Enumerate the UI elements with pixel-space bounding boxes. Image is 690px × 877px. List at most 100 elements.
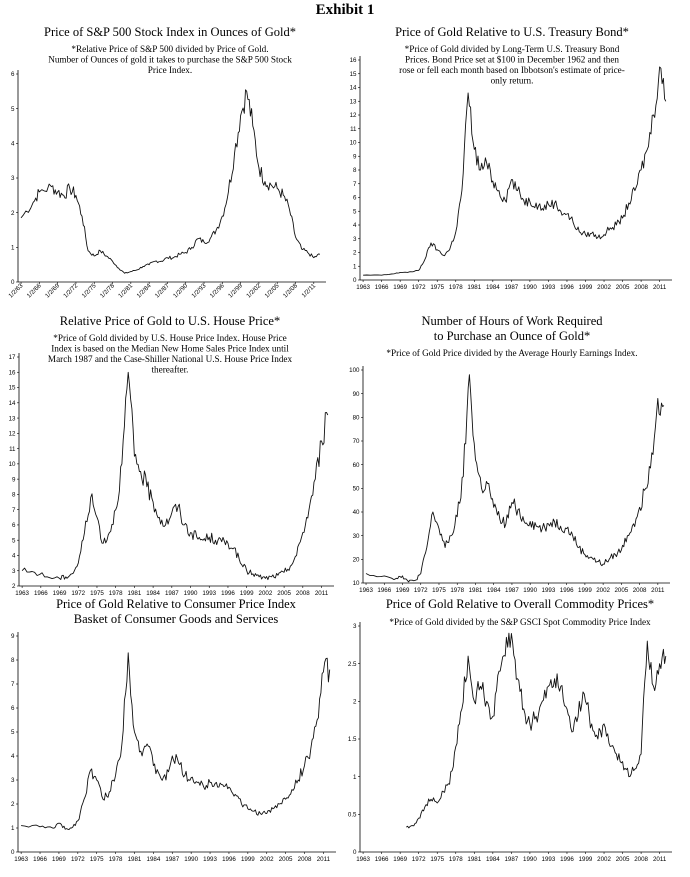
y-tick-label: 1 (11, 825, 15, 832)
y-tick-label: 6 (11, 71, 15, 78)
x-tick-label: 1981 (128, 856, 142, 863)
x-tick-label: 1969 (396, 587, 410, 594)
x-tick-label: 1972 (71, 590, 85, 597)
y-tick-label: 3 (11, 175, 15, 182)
y-tick-label: 2 (11, 210, 15, 217)
x-tick-label: 1987 (504, 284, 518, 291)
y-tick-label: 3 (11, 777, 15, 784)
chart-title: Price of Gold Relative to Overall Commod… (386, 597, 654, 611)
x-tick-label: 2011 (653, 856, 667, 863)
x-tick-label: 1/2/78 (99, 282, 117, 300)
y-tick-label: 2 (12, 583, 16, 590)
x-tick-label: 1984 (146, 590, 160, 597)
x-tick-label: 1972 (412, 284, 426, 291)
y-tick-label: 4 (11, 753, 15, 760)
y-tick-label: 5 (11, 106, 15, 113)
chart-subtitle: Index is based on the Median New Home Sa… (51, 344, 289, 354)
x-tick-label: 1972 (412, 856, 426, 863)
x-tick-label: 1999 (579, 856, 593, 863)
x-tick-label: 1963 (14, 856, 28, 863)
chart-subtitle: *Price of Gold divided by the S&P GSCI S… (389, 617, 651, 627)
series-line-1 (365, 374, 665, 583)
x-tick-label: 1966 (33, 856, 47, 863)
x-tick-label: 1993 (203, 856, 217, 863)
chart-title: Number of Hours of Work Required (421, 314, 603, 328)
x-tick-label: 1969 (53, 590, 67, 597)
x-tick-label: 1999 (240, 590, 254, 597)
y-tick-label: 11 (350, 126, 357, 133)
x-tick-label: 1996 (560, 284, 574, 291)
x-tick-label: 1/2/90 (172, 282, 190, 300)
y-tick-label: 1 (353, 774, 357, 781)
chart-subtitle: rose or fell each month based on Ibbotso… (399, 65, 625, 75)
y-tick-label: 4 (353, 222, 357, 229)
chart-subtitle: *Price of Gold divided by U.S. House Pri… (53, 333, 286, 343)
chart-subtitle: only return. (491, 76, 534, 86)
chart-title: Relative Price of Gold to U.S. House Pri… (60, 314, 280, 328)
x-tick-label: 1/2/96 (209, 282, 227, 300)
x-tick-label: 1996 (560, 856, 574, 863)
x-tick-label: 1996 (560, 587, 574, 594)
y-tick-label: 16 (350, 57, 357, 64)
x-tick-label: 1966 (375, 284, 389, 291)
x-tick-label: 1975 (90, 590, 104, 597)
y-tick-label: 3 (353, 623, 357, 630)
y-tick-label: 1.5 (348, 736, 357, 743)
chart-title: Price of Gold Relative to U.S. Treasury … (395, 25, 629, 39)
x-tick-label: 1/2/02 (245, 282, 263, 300)
chart-5: Price of Gold Relative to Consumer Price… (11, 597, 336, 863)
x-tick-label: 1/2/11 (300, 282, 317, 299)
x-tick-label: 1/2/08 (282, 282, 300, 300)
x-tick-label: 1984 (147, 856, 161, 863)
y-tick-label: 8 (11, 657, 15, 664)
x-tick-label: 2005 (279, 856, 293, 863)
y-tick-label: 1 (11, 245, 15, 252)
y-tick-label: 90 (353, 391, 360, 398)
x-tick-label: 2002 (259, 590, 273, 597)
chart-subtitle: *Price of Gold divided by Long-Term U.S.… (405, 44, 620, 54)
x-tick-label: 1987 (165, 856, 179, 863)
x-tick-label: 1963 (356, 856, 370, 863)
x-tick-label: 1978 (450, 587, 464, 594)
y-tick-label: 40 (353, 509, 360, 516)
y-tick-label: 3 (353, 236, 357, 243)
chart-subtitle: Prices. Bond Price set at $100 in Decemb… (405, 55, 619, 65)
y-tick-label: 10 (350, 140, 357, 147)
x-tick-label: 1987 (505, 587, 519, 594)
x-tick-label: 1984 (486, 856, 500, 863)
x-tick-label: 1975 (430, 856, 444, 863)
x-tick-label: 1/2/99 (227, 282, 245, 300)
x-tick-label: 1990 (184, 856, 198, 863)
y-tick-label: 8 (353, 167, 357, 174)
x-tick-label: 1963 (15, 590, 29, 597)
y-tick-label: 14 (9, 400, 16, 407)
x-tick-label: 2002 (260, 856, 274, 863)
x-tick-label: 1966 (34, 590, 48, 597)
y-tick-label: 7 (12, 507, 16, 514)
y-tick-label: 20 (353, 557, 360, 564)
y-tick-label: 12 (9, 431, 16, 438)
x-tick-label: 1/2/69 (44, 282, 62, 300)
y-tick-label: 4 (11, 141, 15, 148)
y-tick-label: 2 (11, 801, 15, 808)
y-tick-label: 4 (12, 553, 16, 560)
x-tick-label: 1990 (184, 590, 198, 597)
x-tick-label: 1963 (359, 587, 373, 594)
x-tick-label: 1993 (202, 590, 216, 597)
y-tick-label: 30 (353, 533, 360, 540)
x-tick-label: 1999 (579, 284, 593, 291)
series-line-1 (21, 652, 331, 831)
y-tick-label: 70 (353, 438, 360, 445)
chart-subtitle: Price Index. (148, 65, 192, 75)
y-tick-label: 7 (11, 681, 15, 688)
x-tick-label: 2011 (651, 587, 665, 594)
x-tick-label: 1969 (393, 284, 407, 291)
x-tick-label: 1978 (449, 856, 463, 863)
x-tick-label: 2005 (614, 587, 628, 594)
x-tick-label: 1/2/63 (7, 282, 25, 300)
x-tick-label: 1984 (486, 284, 500, 291)
y-tick-label: 15 (350, 71, 357, 78)
y-tick-label: 5 (353, 208, 357, 215)
x-tick-label: 2008 (634, 284, 648, 291)
